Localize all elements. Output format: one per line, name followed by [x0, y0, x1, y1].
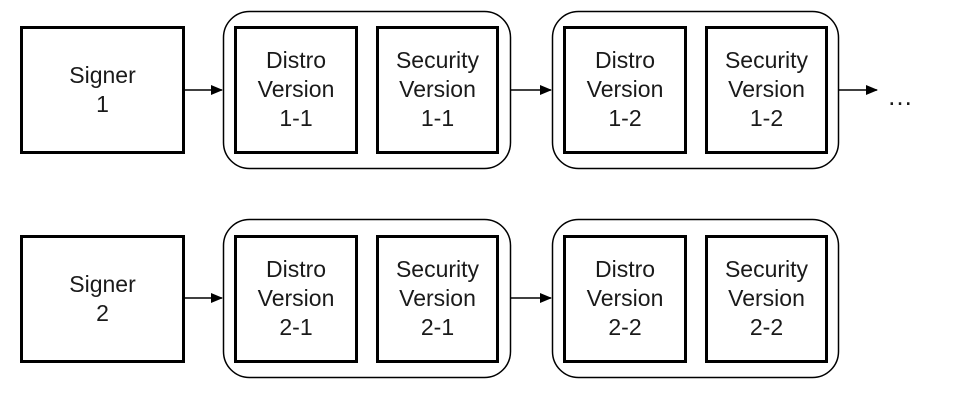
- security-version-1-1-box: Security Version 1-1: [376, 26, 499, 154]
- signer-2-label: Signer: [69, 271, 136, 297]
- distro-version-2-1-box: Distro Version 2-1: [234, 235, 358, 363]
- distro-label: Distro: [595, 47, 655, 73]
- row-signer-2: Signer 2 Distro Version 2-1 Security Ver…: [20, 218, 840, 379]
- version-label: Version: [258, 285, 335, 311]
- version-number: 1-1: [421, 105, 454, 131]
- distro-label: Distro: [595, 256, 655, 282]
- version-number: 2-1: [421, 314, 454, 340]
- security-label: Security: [396, 47, 480, 73]
- version-group-2-1: Distro Version 2-1 Security Version 2-1: [222, 218, 512, 379]
- version-label: Version: [399, 76, 476, 102]
- version-number: 1-1: [279, 105, 312, 131]
- security-version-1-2-box: Security Version 1-2: [705, 26, 828, 154]
- version-number: 2-1: [279, 314, 312, 340]
- security-version-2-1-box: Security Version 2-1: [376, 235, 499, 363]
- distro-version-1-2-box: Distro Version 1-2: [563, 26, 687, 154]
- version-number: 2-2: [750, 314, 783, 340]
- version-group-1-1: Distro Version 1-1 Security Version 1-1: [222, 10, 512, 170]
- distro-version-2-2-box: Distro Version 2-2: [563, 235, 687, 363]
- version-label: Version: [258, 76, 335, 102]
- continuation-ellipsis: …: [887, 81, 913, 111]
- version-label: Version: [728, 76, 805, 102]
- security-label: Security: [725, 256, 809, 282]
- version-label: Version: [399, 285, 476, 311]
- signer-2-number: 2: [96, 300, 109, 326]
- distro-label: Distro: [266, 47, 326, 73]
- row-signer-1: Signer 1 Distro Version 1-1 Security Ver…: [20, 10, 913, 170]
- signer-1-label: Signer: [69, 62, 136, 88]
- version-label: Version: [587, 285, 664, 311]
- version-group-2-2: Distro Version 2-2 Security Version 2-2: [551, 218, 840, 379]
- version-number: 1-2: [750, 105, 783, 131]
- version-label: Version: [587, 76, 664, 102]
- distro-version-1-1-box: Distro Version 1-1: [234, 26, 358, 154]
- signer-1-number: 1: [96, 91, 109, 117]
- version-label: Version: [728, 285, 805, 311]
- security-label: Security: [725, 47, 809, 73]
- security-version-2-2-box: Security Version 2-2: [705, 235, 828, 363]
- version-number: 1-2: [608, 105, 641, 131]
- signer-1-box: Signer 1: [20, 26, 185, 154]
- version-group-1-2: Distro Version 1-2 Security Version 1-2: [551, 10, 840, 170]
- distro-label: Distro: [266, 256, 326, 282]
- version-number: 2-2: [608, 314, 641, 340]
- signer-2-box: Signer 2: [20, 235, 185, 363]
- security-label: Security: [396, 256, 480, 282]
